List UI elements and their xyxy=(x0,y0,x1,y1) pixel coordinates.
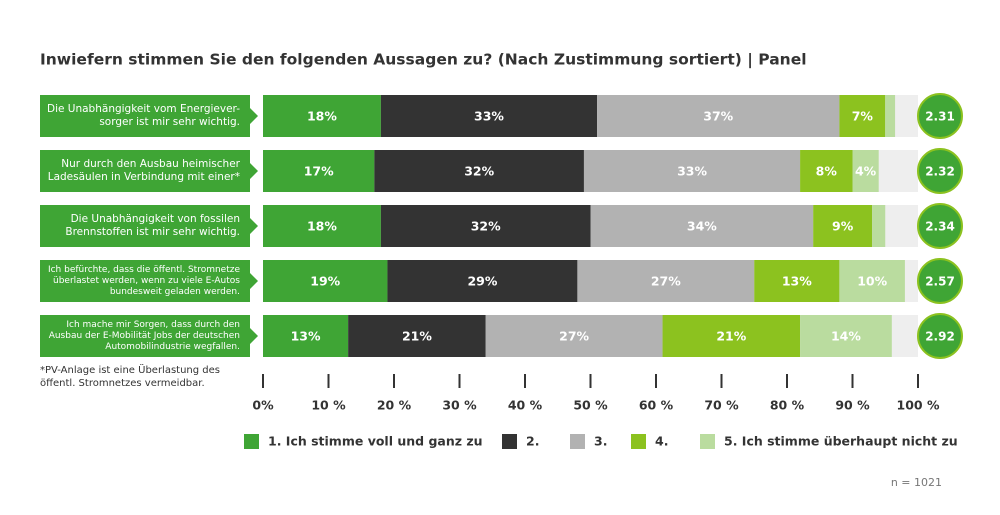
bar-segment xyxy=(374,150,584,192)
value-label: 21% xyxy=(402,329,432,344)
legend-swatch xyxy=(502,434,517,449)
mean-label: 2.32 xyxy=(925,165,955,179)
value-label: 9% xyxy=(832,219,854,234)
bar-segment xyxy=(263,95,381,137)
x-tick-label: 100 % xyxy=(897,398,940,413)
mean-circle xyxy=(917,258,963,304)
bar-segment xyxy=(577,260,755,302)
label-box xyxy=(40,315,258,357)
label-box xyxy=(40,150,258,192)
value-label: 18% xyxy=(307,109,337,124)
value-label: 33% xyxy=(677,164,707,179)
value-label: 4% xyxy=(855,164,877,179)
x-tick-label: 20 % xyxy=(377,398,412,413)
legend-swatch xyxy=(700,434,715,449)
bar-segment xyxy=(387,260,578,302)
bar-segment xyxy=(662,315,801,357)
x-tick-label: 0% xyxy=(252,398,274,413)
value-label: 19% xyxy=(310,274,340,289)
x-tick-label: 30 % xyxy=(442,398,477,413)
value-label: 13% xyxy=(782,274,812,289)
bar-segment xyxy=(813,205,873,247)
bar-segment xyxy=(800,315,892,357)
bar-segment xyxy=(263,205,381,247)
category-label: Nur durch den Ausbau heimischer Ladesäul… xyxy=(47,158,240,183)
mean-label: 2.92 xyxy=(925,330,955,344)
value-label: 32% xyxy=(464,164,494,179)
x-tick-label: 10 % xyxy=(311,398,346,413)
bar-segment xyxy=(348,315,486,357)
legend-label: 3. xyxy=(594,434,607,449)
bar-segment xyxy=(583,150,801,192)
label-box xyxy=(40,205,258,247)
legend-label: 5. Ich stimme überhaupt nicht zu xyxy=(724,434,958,449)
mean-label: 2.57 xyxy=(925,275,955,289)
mean-label: 2.31 xyxy=(925,110,955,124)
bar-segment xyxy=(839,260,905,302)
bar-segment xyxy=(754,260,840,302)
value-label: 10% xyxy=(857,274,887,289)
value-label: 8% xyxy=(816,164,838,179)
legend-swatch xyxy=(244,434,259,449)
mean-circle xyxy=(917,93,963,139)
bar-segment xyxy=(380,95,598,137)
x-tick-label: 50 % xyxy=(573,398,608,413)
legend-label: 1. Ich stimme voll und ganz zu xyxy=(268,434,483,449)
value-label: 17% xyxy=(304,164,334,179)
legend-swatch xyxy=(631,434,646,449)
bar-segment xyxy=(597,95,840,137)
value-label: 32% xyxy=(471,219,501,234)
value-label: 21% xyxy=(716,329,746,344)
value-label: 37% xyxy=(703,109,733,124)
x-tick-label: 70 % xyxy=(704,398,739,413)
value-label: 18% xyxy=(307,219,337,234)
x-tick-label: 90 % xyxy=(835,398,870,413)
x-tick-label: 60 % xyxy=(639,398,674,413)
bar-segment xyxy=(872,205,886,247)
category-label: Die Unabhängigkeit von fossilen Brennsto… xyxy=(65,213,240,238)
bar-segment xyxy=(885,95,896,137)
bar-segment xyxy=(263,260,388,302)
mean-label: 2.34 xyxy=(925,220,955,234)
x-tick-label: 80 % xyxy=(770,398,805,413)
footnote: *PV-Anlage ist eine Überlastung des öffe… xyxy=(40,365,221,389)
value-label: 13% xyxy=(291,329,321,344)
bar-segment xyxy=(839,95,886,137)
mean-circle xyxy=(917,203,963,249)
legend-label: 2. xyxy=(526,434,539,449)
value-label: 27% xyxy=(559,329,589,344)
bar-segment xyxy=(590,205,814,247)
value-label: 14% xyxy=(831,329,861,344)
category-label: Die Unabhängigkeit vom Energiever- sorge… xyxy=(46,103,240,128)
category-label: Ich mache mir Sorgen, dass durch den Aus… xyxy=(48,319,240,352)
mean-circle xyxy=(917,148,963,194)
bar-segment xyxy=(485,315,663,357)
x-tick-label: 40 % xyxy=(508,398,543,413)
label-box xyxy=(40,95,258,137)
value-label: 7% xyxy=(852,109,874,124)
label-box xyxy=(40,260,258,302)
value-label: 33% xyxy=(474,109,504,124)
bar-segment xyxy=(852,150,879,192)
legend-swatch xyxy=(570,434,585,449)
category-label: Ich befürchte, dass die öffentl. Stromne… xyxy=(47,264,240,297)
sample-note: n = 1021 xyxy=(891,476,942,489)
value-label: 29% xyxy=(467,274,497,289)
bar-segment xyxy=(380,205,591,247)
value-label: 34% xyxy=(687,219,717,234)
bar-segment xyxy=(263,150,375,192)
mean-circle xyxy=(917,313,963,359)
chart-title: Inwiefern stimmen Sie den folgenden Auss… xyxy=(40,51,807,70)
bar-segment xyxy=(263,315,349,357)
legend-label: 4. xyxy=(655,434,668,449)
bar-segment xyxy=(800,150,853,192)
value-label: 27% xyxy=(651,274,681,289)
